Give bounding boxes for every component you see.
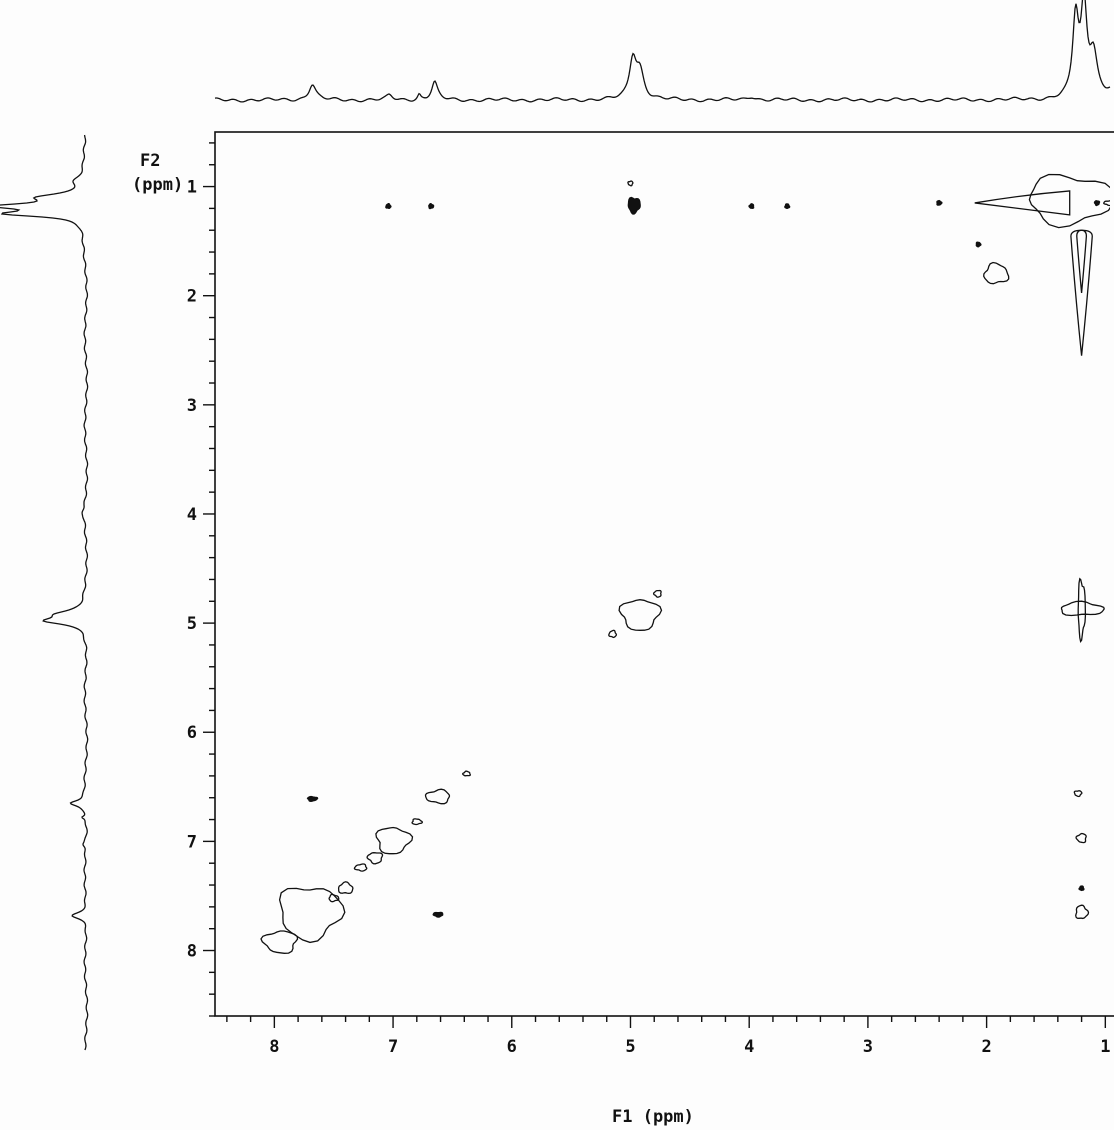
cross-peak: [411, 818, 423, 826]
y-tick-label: 3: [187, 396, 197, 416]
top-projection-trace: [214, 0, 1111, 103]
cross-peak: [652, 589, 662, 598]
cross-peak: [1073, 790, 1083, 798]
cross-peak: [618, 599, 663, 631]
cross-peak: [1093, 200, 1101, 207]
y-tick-label: 2: [187, 287, 197, 307]
cross-peak: [748, 203, 755, 209]
cross-peak: [627, 180, 634, 187]
cross-peak: [1075, 832, 1087, 844]
y-tick-label: 1: [187, 178, 197, 198]
cross-peak: [1060, 600, 1105, 617]
cross-peak: [366, 852, 384, 865]
x-axis: 8 7 6 5 4 3 2 1: [226, 1016, 1110, 1057]
x-tick-label: 3: [863, 1037, 873, 1057]
x-tick-label: 4: [744, 1037, 754, 1057]
side-projection-trace: [0, 134, 89, 1051]
x-axis-title: F1 (ppm): [612, 1107, 694, 1127]
cross-peak: [1075, 904, 1090, 920]
cross-peak: [784, 203, 791, 209]
cross-peak: [627, 196, 641, 215]
top-projection-spectrum: [214, 0, 1111, 103]
y-tick-label: 4: [187, 505, 197, 525]
cross-peak: [385, 203, 392, 209]
cross-peak: [306, 795, 319, 802]
methyl-column-ridge: [1070, 229, 1093, 356]
plot-frame: [214, 131, 1114, 1017]
cross-peak: [432, 911, 444, 918]
methyl-column-ridge: [1076, 229, 1088, 294]
x-tick-label: 5: [625, 1037, 635, 1057]
diagonal-methyl-contour: [1028, 173, 1110, 229]
y-axis: 1 2 3 4 5 6 7 8: [187, 142, 215, 1017]
cross-peak: [375, 826, 414, 855]
cross-peak: [1078, 885, 1085, 892]
methyl-row-ridge: [974, 190, 1071, 216]
cross-peak: [260, 930, 299, 954]
cross-peak: [983, 261, 1010, 285]
side-projection-spectrum: [0, 134, 89, 1051]
cross-peak: [462, 770, 472, 777]
cross-peak: [424, 788, 451, 805]
y-axis-title-line1: F2: [140, 151, 160, 171]
cross-peak: [337, 881, 354, 895]
cross-peak: [1077, 577, 1087, 644]
x-tick-label: 7: [388, 1037, 398, 1057]
y-tick-label: 8: [187, 942, 197, 962]
x-tick-label: 6: [507, 1037, 517, 1057]
cross-peak: [278, 887, 346, 944]
cross-peak: [975, 241, 982, 248]
x-tick-label: 8: [269, 1037, 279, 1057]
cross-peak: [328, 893, 340, 903]
y-tick-label: 7: [187, 832, 197, 852]
cross-peak: [428, 203, 435, 210]
y-tick-label: 5: [187, 614, 197, 634]
cross-peak: [608, 629, 618, 639]
cross-peak-layer: [260, 173, 1110, 954]
x-tick-label: 1: [1100, 1037, 1110, 1057]
cross-peak: [1103, 200, 1110, 207]
cross-peak: [353, 863, 368, 872]
cross-peak: [936, 199, 943, 206]
y-tick-label: 6: [187, 723, 197, 743]
x-tick-label: 2: [981, 1037, 991, 1057]
y-axis-title-line2: (ppm): [132, 175, 183, 195]
